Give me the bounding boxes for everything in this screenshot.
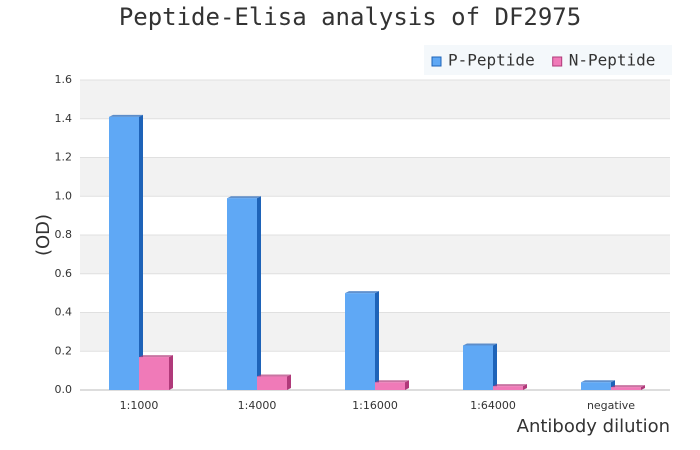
y-tick-label: 0.2 <box>55 344 73 357</box>
bar-top <box>611 385 645 388</box>
bar-top <box>493 384 527 387</box>
bar-top <box>581 380 615 383</box>
chart-title: Peptide-Elisa analysis of DF2975 <box>119 3 581 31</box>
y-tick-label: 0.0 <box>55 383 73 396</box>
bar-side <box>169 355 173 390</box>
bar <box>345 293 375 390</box>
bar-top <box>375 380 409 383</box>
bar-side <box>523 384 527 390</box>
bar-side <box>405 380 409 390</box>
grid-band <box>80 157 670 197</box>
legend-box <box>424 45 672 75</box>
bar-top <box>227 196 261 199</box>
bar-top <box>257 374 291 377</box>
bar-top <box>139 355 173 358</box>
bar-side <box>375 291 379 390</box>
grid-band <box>80 235 670 274</box>
bar-side <box>641 385 645 390</box>
y-tick-label: 0.8 <box>55 228 73 241</box>
x-tick-label: negative <box>587 399 635 412</box>
bar <box>581 382 611 390</box>
bar <box>611 387 641 390</box>
y-tick-label: 1.6 <box>55 73 73 86</box>
bar <box>463 345 493 390</box>
bar-top <box>109 114 143 117</box>
bar <box>139 357 169 390</box>
bar <box>109 116 139 390</box>
bar-side <box>139 114 143 390</box>
bar-side <box>493 343 497 390</box>
legend-swatch <box>431 56 442 67</box>
x-tick-label: 1:4000 <box>238 399 277 412</box>
legend-label: N-Peptide <box>569 51 656 70</box>
x-tick-label: 1:16000 <box>352 399 398 412</box>
x-axis-label: Antibody dilution <box>517 416 670 437</box>
bar <box>227 198 257 390</box>
bar <box>257 376 287 390</box>
bar-side <box>257 196 261 390</box>
bar <box>375 382 405 390</box>
y-tick-label: 1.2 <box>55 151 73 164</box>
y-tick-label: 1.0 <box>55 189 73 202</box>
y-tick-label: 0.4 <box>55 306 73 319</box>
legend-swatch <box>552 56 563 67</box>
bar <box>493 386 523 390</box>
y-tick-label: 0.6 <box>55 267 73 280</box>
grid-band <box>80 80 670 119</box>
bar-top <box>463 343 497 346</box>
x-tick-label: 1:1000 <box>120 399 159 412</box>
legend-label: P-Peptide <box>448 51 535 70</box>
bar-side <box>287 374 291 390</box>
bar-top <box>345 291 379 294</box>
y-tick-label: 1.4 <box>55 112 73 125</box>
x-tick-label: 1:64000 <box>470 399 516 412</box>
y-axis-label: (OD) <box>33 214 54 256</box>
